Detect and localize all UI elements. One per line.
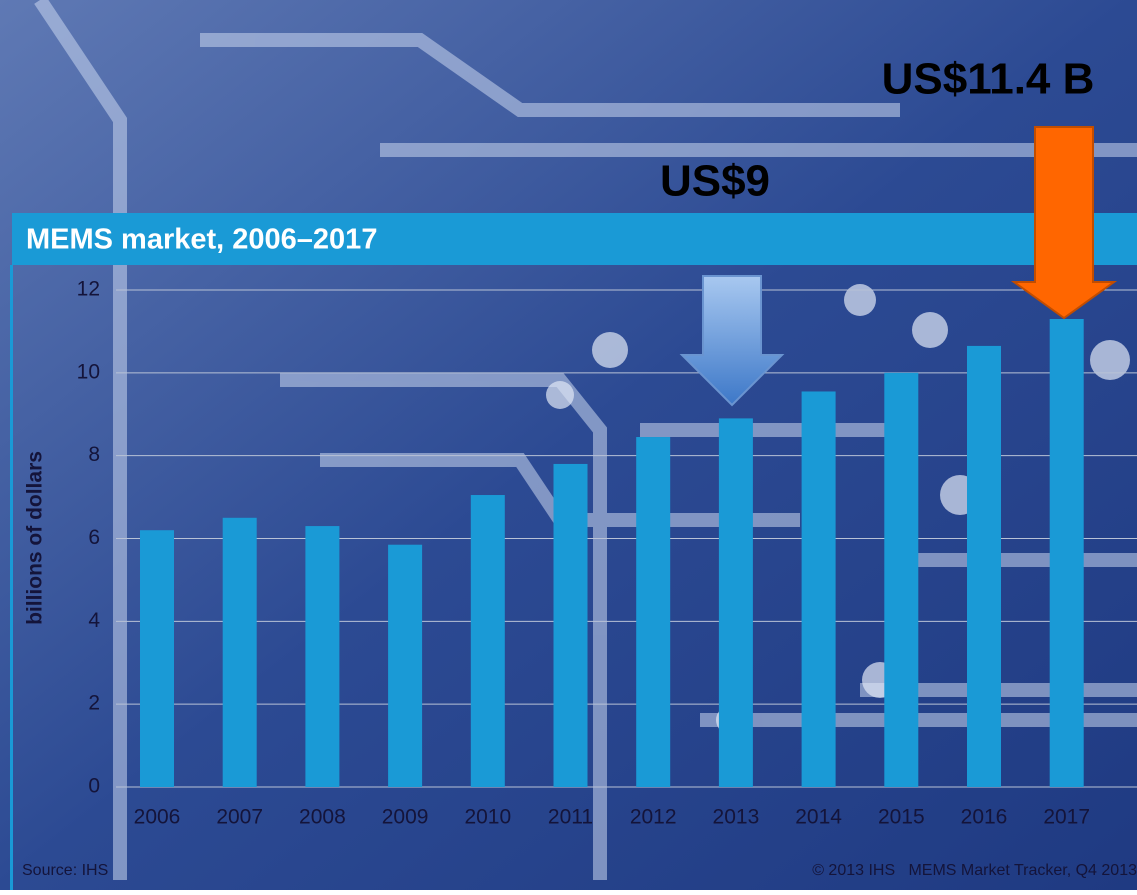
x-tick-label: 2013: [713, 806, 760, 829]
x-tick-label: 2017: [1043, 806, 1090, 829]
circuit-decoration: [34, 0, 1137, 880]
annotation: US$11.4 B: [882, 55, 1095, 104]
x-tick-label: 2016: [961, 806, 1008, 829]
bar: [884, 372, 919, 787]
y-tick-label: 10: [77, 360, 100, 383]
bar: [305, 526, 340, 787]
y-tick-label: 2: [88, 692, 100, 715]
y-tick-label: 4: [88, 609, 100, 632]
bar: [1049, 318, 1084, 787]
x-tick-label: 2011: [548, 806, 593, 829]
bar: [718, 418, 753, 787]
source: Source: IHS: [22, 862, 108, 879]
bar: [553, 463, 588, 787]
bar: [636, 437, 671, 787]
arrow: [1010, 126, 1118, 320]
y-tick-label: 6: [88, 526, 100, 549]
x-tick-label: 2009: [382, 806, 429, 829]
annotation: US$9: [660, 157, 770, 206]
frame-edge: [10, 265, 13, 890]
bar: [388, 544, 423, 787]
bar: [140, 530, 174, 787]
x-tick-label: 2007: [216, 806, 263, 829]
title-bar: [12, 213, 1137, 265]
x-tick-label: 2012: [630, 806, 677, 829]
x-tick-label: 2008: [299, 806, 346, 829]
copyright: © 2013 IHS MEMS Market Tracker, Q4 2013: [812, 862, 1137, 879]
y-tick-label: 0: [88, 775, 100, 798]
bar: [470, 495, 505, 787]
x-tick-label: 2010: [464, 806, 511, 829]
y-axis-label: billions of dollars: [24, 451, 47, 625]
bar: [222, 517, 257, 787]
x-tick-label: 2006: [134, 806, 181, 829]
chart-title: MEMS market, 2006–2017: [26, 224, 377, 256]
x-tick-label: 2015: [878, 806, 925, 829]
bar: [801, 391, 836, 787]
arrow: [679, 275, 785, 407]
x-tick-label: 2014: [795, 806, 842, 829]
y-tick-label: 8: [88, 443, 100, 466]
bar: [967, 345, 1001, 787]
y-tick-label: 12: [77, 278, 100, 301]
